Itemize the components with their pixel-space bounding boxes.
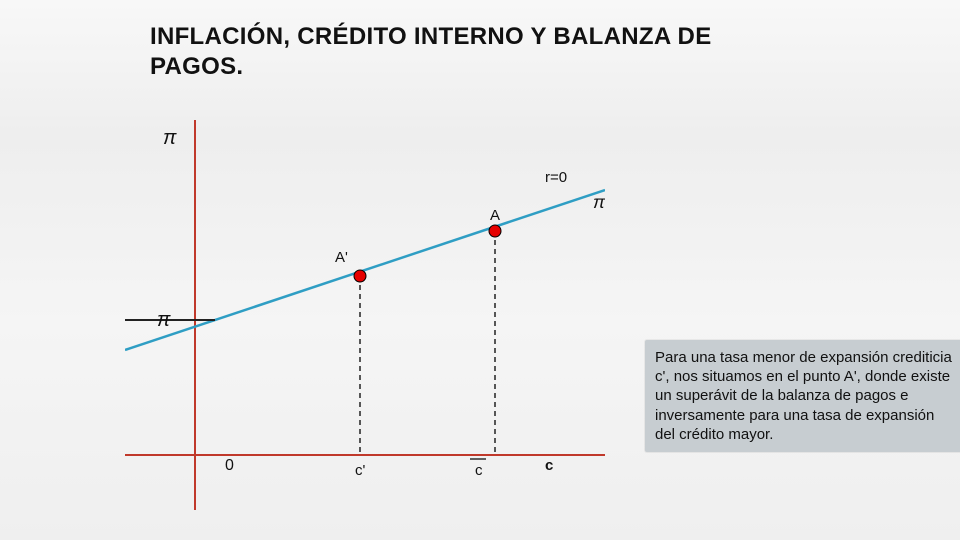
chart-svg: π π 0 r=0 A A' c' c c π [125, 120, 605, 510]
point-Aprime [354, 270, 366, 282]
label-cprime: c' [355, 462, 366, 479]
label-cbar_letter: c [475, 462, 483, 479]
label-pi_end: π [593, 192, 605, 212]
label-A: A [490, 207, 500, 224]
callout-box: Para una tasa menor de expansión crediti… [645, 340, 960, 452]
label-pi_axis: π [163, 127, 177, 149]
label-r0: r=0 [545, 169, 567, 186]
slide-title: INFLACIÓN, CRÉDITO INTERNO Y BALANZA DE … [150, 22, 790, 82]
label-c: c [545, 457, 553, 474]
line-r0 [125, 190, 605, 350]
label-origin: 0 [225, 457, 234, 474]
label-pi_h: π [157, 309, 171, 331]
point-A [489, 225, 501, 237]
chart-area: π π 0 r=0 A A' c' c c π [125, 120, 605, 510]
label-Aprime: A' [335, 249, 348, 266]
